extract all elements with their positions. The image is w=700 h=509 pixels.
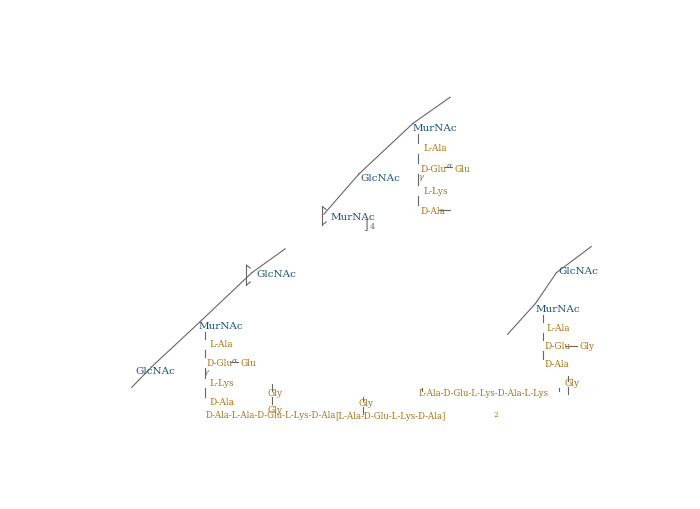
Text: Gly: Gly xyxy=(358,399,374,408)
Text: Gly: Gly xyxy=(565,378,580,387)
Text: 4: 4 xyxy=(370,222,374,230)
Text: MurNAc: MurNAc xyxy=(331,213,375,221)
Text: Gly: Gly xyxy=(267,388,282,398)
Text: γ: γ xyxy=(203,367,208,375)
Text: L-Ala-D-Glu-L-Lys-D-Ala-L-Lys: L-Ala-D-Glu-L-Lys-D-Ala-L-Lys xyxy=(419,388,549,398)
Text: Gly: Gly xyxy=(267,406,282,414)
Text: D-Ala-L-Ala-D-Glu-L-Lys-D-Ala: D-Ala-L-Ala-D-Glu-L-Lys-D-Ala xyxy=(205,410,336,419)
Text: γ: γ xyxy=(419,173,423,181)
Text: L-Lys: L-Lys xyxy=(209,379,234,387)
Text: GlcNAc: GlcNAc xyxy=(256,269,296,278)
Text: GlcNAc: GlcNAc xyxy=(558,266,598,275)
Text: L-Ala: L-Ala xyxy=(546,323,570,332)
Text: Glu: Glu xyxy=(240,359,256,367)
Text: [L-Ala-D-Glu-L-Lys-D-Ala]: [L-Ala-D-Glu-L-Lys-D-Ala] xyxy=(335,412,446,420)
Text: GlcNAc: GlcNAc xyxy=(136,366,176,375)
Text: D-Ala: D-Ala xyxy=(545,359,570,369)
Text: 2: 2 xyxy=(494,410,498,418)
Text: α: α xyxy=(447,161,452,169)
Text: Glu: Glu xyxy=(454,164,470,173)
Text: α: α xyxy=(232,356,237,364)
Text: D-Ala: D-Ala xyxy=(421,207,446,215)
Text: D-Glu: D-Glu xyxy=(207,359,233,367)
Text: D-Ala: D-Ala xyxy=(209,397,234,406)
Text: D-Glu: D-Glu xyxy=(421,164,447,173)
Text: L-Ala: L-Ala xyxy=(209,340,233,348)
Text: MurNAc: MurNAc xyxy=(198,321,243,330)
Text: L-Ala: L-Ala xyxy=(423,144,447,153)
Text: MurNAc: MurNAc xyxy=(536,304,580,313)
Text: L-Lys: L-Lys xyxy=(423,186,448,195)
Text: GlcNAc: GlcNAc xyxy=(360,174,400,182)
Text: Gly: Gly xyxy=(580,342,595,351)
Text: ]: ] xyxy=(363,217,368,231)
Text: MurNAc: MurNAc xyxy=(413,124,458,132)
Text: D-Glu: D-Glu xyxy=(545,342,571,351)
